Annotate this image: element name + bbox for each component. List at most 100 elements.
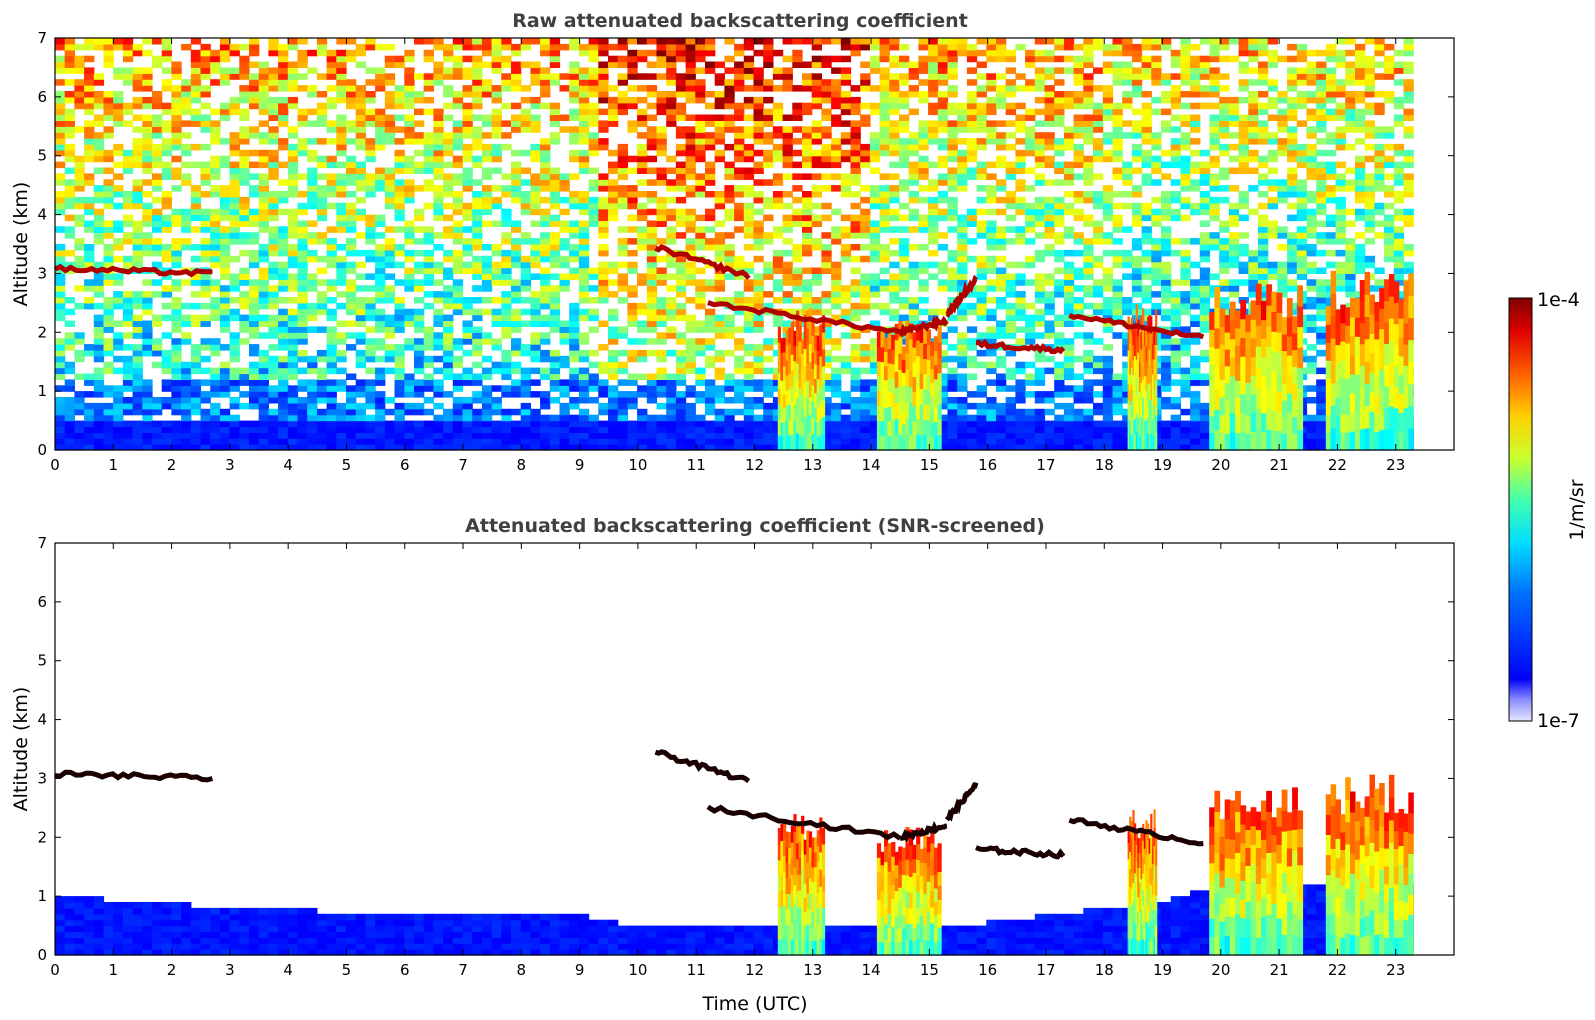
heat-cell — [947, 179, 958, 186]
heat-cell — [200, 291, 211, 298]
heat-cell — [976, 408, 987, 416]
heat-cell — [258, 85, 269, 92]
heat-cell — [152, 320, 163, 327]
heat-cell — [307, 249, 318, 257]
heat-cell — [384, 314, 396, 322]
heat-cell — [928, 38, 939, 45]
heat-cell — [161, 191, 172, 198]
heat-cell — [423, 344, 434, 351]
heat-cell — [336, 149, 347, 157]
heat-cell — [957, 273, 968, 280]
heat-cell — [1063, 432, 1075, 439]
heat-cell — [869, 273, 881, 280]
heat-cell — [996, 102, 1007, 110]
heat-cell — [899, 332, 910, 339]
heat-cell — [637, 232, 648, 239]
heat-cell — [889, 61, 900, 68]
heat-cell — [443, 191, 454, 198]
heat-cell — [792, 297, 803, 304]
heat-cell — [287, 385, 299, 392]
heat-cell — [724, 314, 735, 322]
heat-cell — [928, 138, 939, 145]
heat-cell — [93, 167, 105, 174]
heat-cell — [957, 285, 968, 292]
heat-cell — [937, 332, 949, 339]
heat-cell — [414, 320, 425, 327]
heat-cell — [608, 391, 619, 398]
heat-cell — [103, 426, 114, 433]
heat-cell — [511, 408, 522, 416]
heat-cell — [433, 143, 444, 151]
heat-cell — [462, 214, 473, 222]
heat-cell — [161, 220, 172, 227]
heat-cell — [743, 279, 755, 286]
heat-cell — [1054, 255, 1065, 263]
heat-cell — [850, 96, 861, 104]
heat-cell — [569, 338, 580, 345]
heat-cell — [831, 149, 842, 157]
heat-cell — [821, 155, 832, 163]
heat-cell — [578, 432, 590, 439]
heat-cell — [74, 402, 85, 410]
heat-cell — [423, 73, 434, 80]
heat-cell — [569, 173, 580, 180]
heat-cell — [181, 367, 192, 375]
heat-cell — [753, 302, 764, 310]
heat-cell — [365, 426, 376, 433]
heat-cell — [656, 202, 667, 210]
heat-cell — [966, 361, 978, 369]
heat-cell — [976, 138, 987, 145]
heat-cell — [501, 55, 512, 63]
heat-cell — [646, 226, 658, 233]
heat-cell — [588, 185, 599, 192]
heat-cell — [928, 179, 939, 186]
heat-cell — [569, 91, 580, 98]
heat-cell — [598, 379, 609, 386]
heat-cell — [433, 132, 444, 139]
heat-cell — [617, 73, 628, 80]
heat-cell — [860, 279, 871, 286]
heat-cell — [152, 149, 163, 157]
heat-cell — [181, 391, 192, 398]
heat-cell — [637, 238, 648, 245]
heat-cell — [947, 43, 958, 51]
heat-cell — [268, 196, 279, 204]
heat-cell — [646, 314, 658, 322]
heat-cell — [520, 255, 531, 263]
heat-cell — [608, 408, 619, 416]
heat-cell — [743, 344, 755, 351]
heat-cell — [336, 132, 347, 139]
heat-cell — [113, 385, 124, 392]
heat-cell — [928, 185, 939, 192]
heat-cell — [122, 255, 134, 263]
heat-cell — [219, 138, 231, 145]
heat-cell — [268, 291, 279, 298]
heat-cell — [957, 214, 968, 222]
heat-cell — [64, 226, 75, 233]
heat-cell — [705, 355, 716, 363]
heat-cell — [734, 367, 745, 375]
heat-cell — [404, 379, 415, 386]
heat-cell — [142, 155, 153, 163]
heat-cell — [1034, 320, 1046, 327]
heat-cell — [617, 408, 628, 416]
heat-cell — [161, 291, 172, 298]
heat-cell — [608, 55, 619, 63]
heat-cell — [1063, 391, 1075, 398]
heat-cell — [578, 261, 590, 269]
heat-cell — [452, 426, 464, 433]
heat-cell — [161, 432, 172, 439]
heat-cell — [307, 385, 318, 392]
heat-cell — [74, 155, 85, 163]
heat-cell — [443, 285, 454, 292]
heat-cell — [947, 73, 958, 80]
heat-cell — [219, 308, 231, 316]
heat-cell — [249, 185, 260, 192]
heat-cell — [414, 402, 425, 410]
heat-cell — [414, 267, 425, 274]
heat-cell — [64, 232, 75, 239]
heat-cell — [869, 414, 881, 422]
heat-cell — [617, 261, 628, 269]
heat-cell — [161, 332, 172, 339]
heat-cell — [792, 279, 803, 286]
